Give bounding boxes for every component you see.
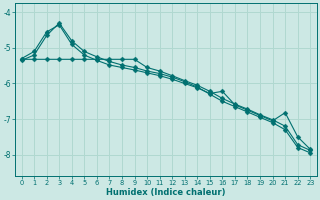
X-axis label: Humidex (Indice chaleur): Humidex (Indice chaleur) (106, 188, 226, 197)
